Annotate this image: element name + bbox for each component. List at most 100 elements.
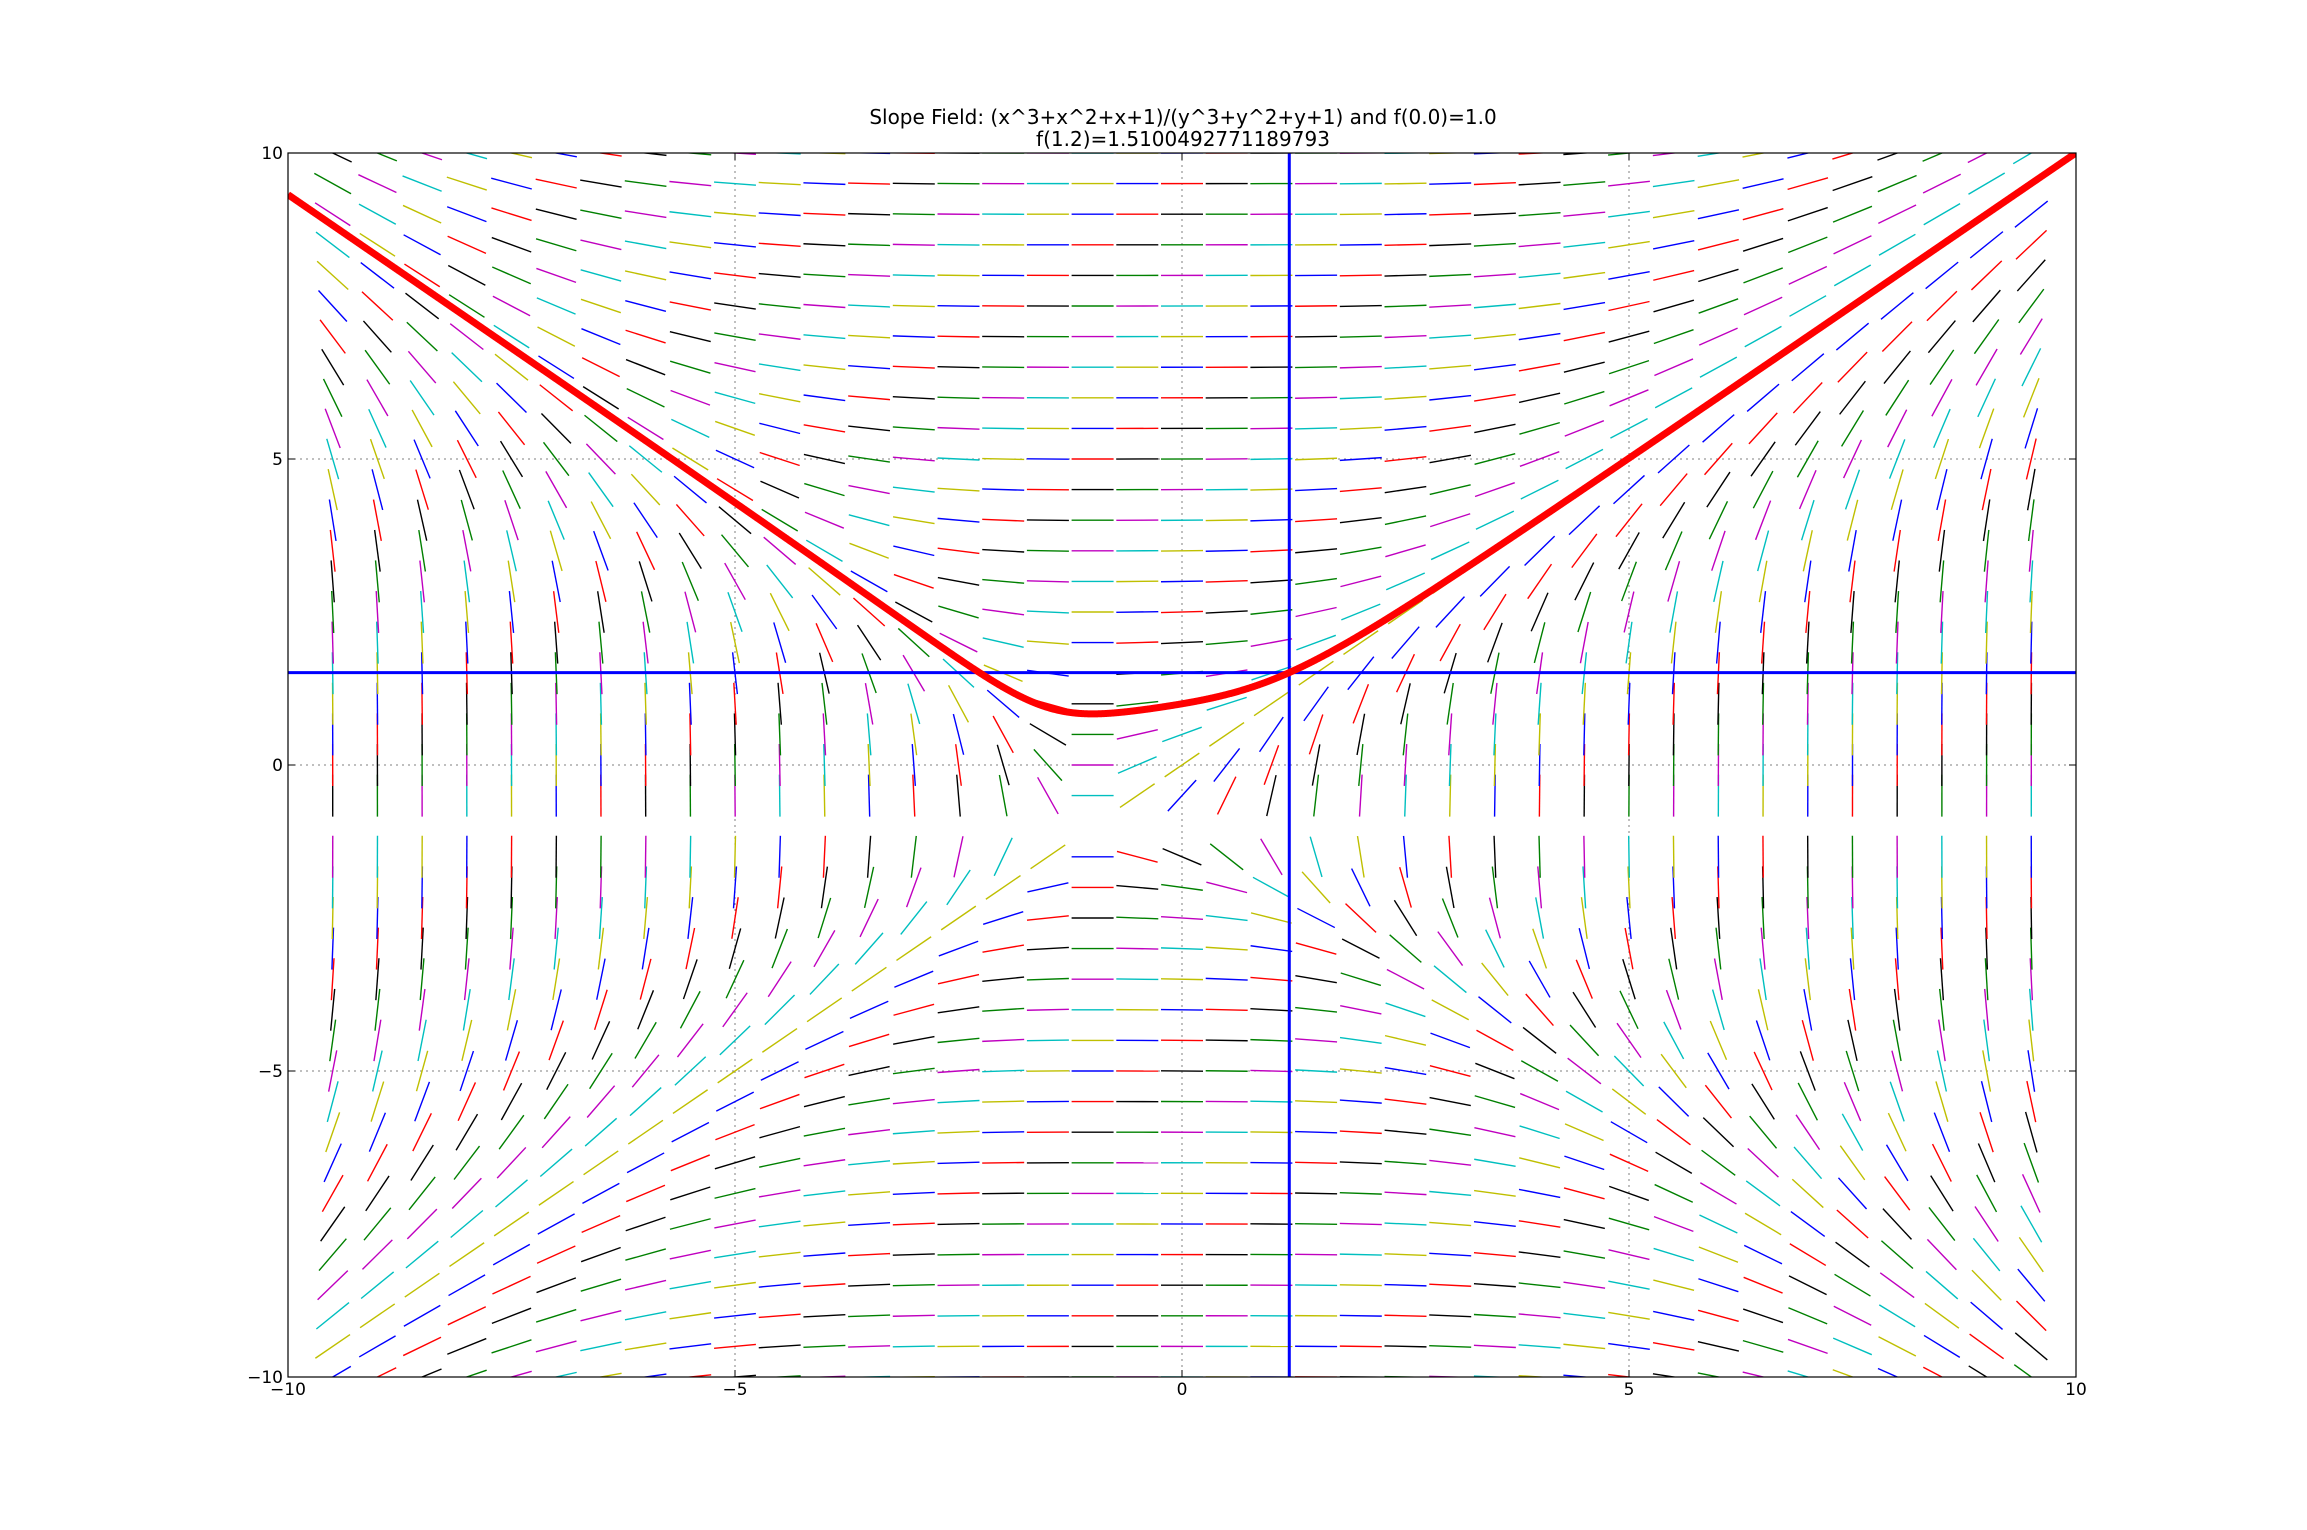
slope-segment: [1608, 240, 1650, 249]
slope-segment: [1437, 931, 1464, 966]
slope-segment: [866, 713, 872, 756]
slope-segment: [1563, 241, 1606, 248]
slope-segment: [848, 212, 891, 216]
slope-segment: [1708, 500, 1729, 540]
slope-segment: [453, 1145, 481, 1180]
slope-segment: [1339, 456, 1382, 462]
slope-segment: [718, 506, 752, 535]
slope-segment: [1205, 549, 1248, 552]
slope-segment: [848, 1160, 891, 1166]
slope-segment: [1439, 623, 1461, 662]
slope-segment: [1479, 565, 1511, 597]
slope-segment: [420, 1368, 442, 1377]
slope-segment: [1429, 364, 1472, 370]
slope-segment: [2029, 927, 2033, 970]
slope-segment: [1967, 153, 1989, 164]
slope-segment: [1608, 1249, 1650, 1261]
slope-segment: [1611, 1088, 1647, 1115]
slope-segment: [508, 1370, 532, 1377]
slope-segment: [447, 1306, 487, 1326]
slope-segment: [892, 456, 935, 462]
slope-segment: [1429, 394, 1472, 401]
slope-segment: [1925, 1270, 1959, 1300]
slope-segment: [1486, 622, 1503, 663]
slope-segment: [1884, 1176, 1911, 1211]
slope-segment: [892, 426, 935, 431]
slope-segment: [1260, 838, 1283, 876]
slope-segment: [1160, 947, 1204, 951]
slope-segment: [1758, 560, 1768, 603]
slope-segment: [996, 744, 1010, 786]
slope-segment: [2029, 590, 2033, 634]
slope-segment: [1384, 365, 1427, 370]
slope-segment: [446, 176, 487, 191]
slope-segment: [1849, 958, 1856, 1001]
slope-segment: [1618, 532, 1640, 570]
slope-segment: [907, 683, 921, 725]
slope-segment: [551, 560, 561, 603]
slope-segment: [758, 1313, 801, 1319]
slope-segment: [1519, 451, 1560, 467]
slope-segment: [415, 469, 430, 510]
slope-segment: [1445, 866, 1455, 909]
slope-segment: [1715, 927, 1722, 970]
slope-segment: [1250, 579, 1293, 584]
slope-segment: [327, 1050, 338, 1092]
slope-segment: [1754, 500, 1772, 541]
slope-segment: [854, 932, 884, 965]
slope-segment: [494, 353, 529, 381]
slope-segment: [1850, 927, 1855, 970]
slope-segment: [1608, 330, 1650, 343]
slope-segment: [1879, 1272, 1915, 1299]
slope-segment: [1473, 333, 1516, 340]
slope-segment: [1804, 560, 1812, 603]
slope-segment: [1926, 1238, 1957, 1271]
slope-segment: [1303, 686, 1329, 722]
slope-segment: [848, 1252, 891, 1257]
slope-segment: [1027, 882, 1069, 893]
slope-segment: [714, 1187, 756, 1199]
slope-segment: [362, 320, 392, 353]
slope-segment: [371, 469, 384, 511]
slope-segment: [758, 1220, 801, 1228]
slope-segment: [536, 297, 576, 315]
slope-segment: [325, 1112, 341, 1153]
slope-segment: [1743, 1244, 1783, 1265]
slope-segment: [1164, 752, 1200, 778]
slope-segment: [1308, 714, 1324, 755]
slope-segment: [1563, 153, 1595, 156]
slope-segment: [1933, 408, 1951, 448]
slope-segment: [1295, 1006, 1338, 1013]
slope-segment: [1971, 1269, 2002, 1301]
slope-segment: [368, 1112, 387, 1152]
slope-segment: [596, 591, 605, 633]
slope-segment: [504, 500, 519, 541]
slope-segment: [848, 304, 891, 308]
slope-segment: [1564, 1155, 1605, 1171]
slope-segment: [1627, 866, 1631, 909]
slope-segment: [1295, 548, 1338, 554]
slope-segment: [1518, 1220, 1561, 1228]
slope-segment: [580, 298, 622, 314]
slope-segment: [535, 1308, 577, 1323]
slope-segment: [714, 1281, 756, 1289]
slope-segment: [982, 1069, 1025, 1073]
slope-segment: [733, 835, 737, 878]
slope-segment: [535, 238, 577, 252]
slope-segment: [1384, 304, 1427, 308]
slope-segment: [1297, 907, 1336, 929]
slope-segment: [1940, 590, 1944, 634]
slope-segment: [714, 1156, 756, 1170]
slope-segments: [313, 153, 2050, 1377]
slope-segment: [726, 1374, 756, 1377]
slope-segment: [1296, 634, 1337, 651]
slope-segment: [1975, 348, 1998, 386]
slope-segment: [375, 1367, 397, 1377]
slope-segment: [758, 212, 801, 217]
slope-segment: [1926, 290, 1958, 322]
slope-segment: [1384, 1283, 1427, 1287]
slope-segment: [678, 532, 702, 570]
slope-segment: [1533, 622, 1546, 664]
slope-segment: [715, 1091, 755, 1112]
slope-segment: [848, 334, 891, 339]
